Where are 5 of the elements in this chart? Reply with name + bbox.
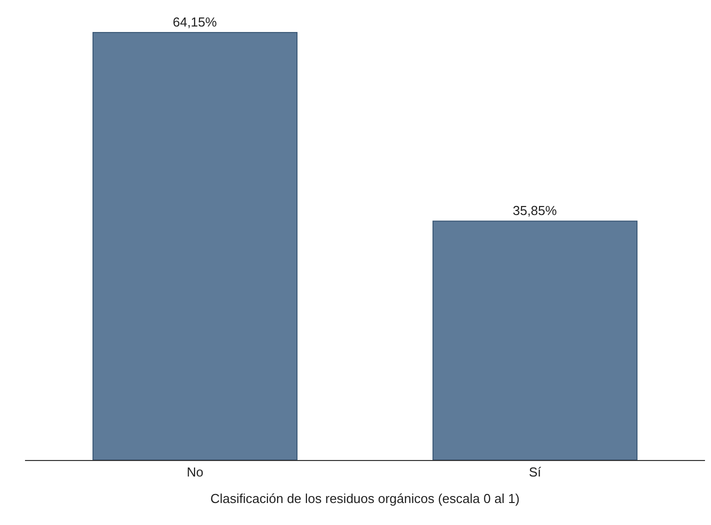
x-tick-label: No <box>186 464 204 480</box>
data-label: 64,15% <box>172 14 218 30</box>
x-axis-title: Clasificación de los residuos orgánicos (escala 0 al 1) <box>210 491 520 506</box>
data-label: 35,85% <box>512 203 558 218</box>
x-tick-label: Sí <box>528 464 542 480</box>
